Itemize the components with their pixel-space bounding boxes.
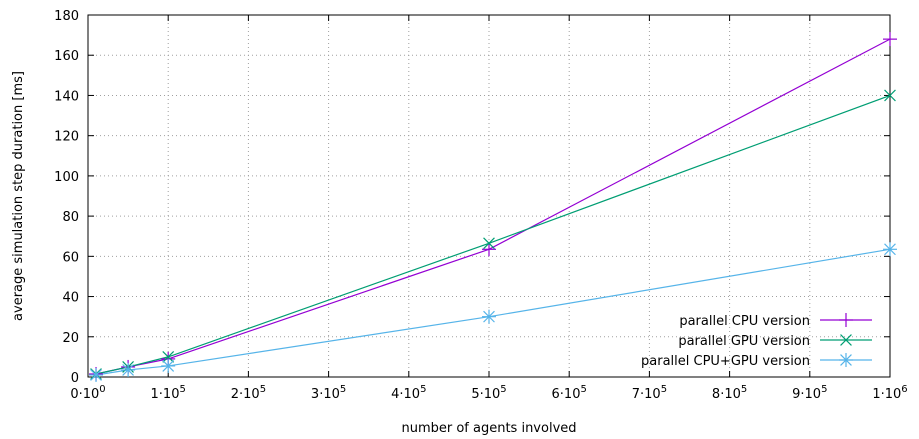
- legend: parallel CPU version parallel GPU version…: [641, 313, 872, 369]
- marker-stroke: [884, 89, 896, 102]
- data-point-series-2: [483, 237, 495, 250]
- x-tick-label-exponent: 5: [179, 384, 185, 395]
- marker-stroke: [483, 237, 495, 250]
- legend-label: parallel CPU+GPU version: [641, 354, 810, 369]
- y-tick-label: 80: [62, 210, 79, 225]
- legend-label: parallel GPU version: [678, 334, 810, 349]
- x-tick-label: 1·106: [872, 384, 907, 402]
- series-markers: [89, 32, 897, 382]
- marker-stroke: [840, 354, 852, 366]
- data-point-series-1: [482, 242, 496, 257]
- marker-stroke: [90, 369, 102, 381]
- x-tick-label: 0·100: [70, 384, 105, 402]
- marker-stroke: [162, 360, 175, 372]
- legend-marker: [839, 313, 853, 327]
- marker-stroke: [122, 364, 134, 376]
- data-point-series-3: [161, 358, 176, 373]
- legend-marker: [839, 353, 853, 367]
- x-tick-label-exponent: 6: [901, 384, 907, 395]
- grid: [88, 15, 890, 377]
- data-point-series-2: [884, 89, 896, 102]
- marker-stroke: [483, 310, 495, 323]
- x-tick-label-exponent: 0: [99, 384, 105, 395]
- x-tick-label-exponent: 5: [340, 384, 346, 395]
- x-tick-label: 4·105: [391, 384, 426, 402]
- y-tick-label: 60: [62, 250, 79, 265]
- data-point-series-1: [883, 32, 897, 47]
- data-point-series-3: [482, 309, 496, 324]
- x-tick-label-mantissa: 0·10: [70, 387, 99, 402]
- legend-item: parallel GPU version: [678, 334, 872, 349]
- legend-item: parallel CPU version: [679, 313, 872, 329]
- x-tick-label-mantissa: 5·10: [471, 387, 500, 402]
- legend-marker: [840, 334, 852, 346]
- legend-label: parallel CPU version: [679, 314, 810, 329]
- y-tick-label: 160: [54, 49, 79, 64]
- marker-stroke: [884, 243, 896, 256]
- y-tick-label: 180: [54, 9, 79, 24]
- x-tick-label-mantissa: 8·10: [712, 387, 741, 402]
- y-tick-label: 140: [54, 89, 79, 104]
- x-tick-label-mantissa: 7·10: [632, 387, 661, 402]
- x-tick-label: 3·105: [311, 384, 346, 402]
- x-tick-label: 6·105: [552, 384, 587, 402]
- x-tick-label-mantissa: 3·10: [311, 387, 340, 402]
- x-tick-label-exponent: 5: [821, 384, 827, 395]
- x-tick-label-mantissa: 9·10: [792, 387, 821, 402]
- y-tick-label: 40: [62, 291, 79, 306]
- x-tick-label: 8·105: [712, 384, 747, 402]
- y-tick-label: 20: [62, 331, 79, 346]
- marker-stroke: [162, 351, 175, 363]
- data-point-series-2: [162, 351, 175, 363]
- x-tick-label-mantissa: 2·10: [231, 387, 260, 402]
- x-axis-label: number of agents involved: [401, 421, 576, 436]
- x-tick-label-mantissa: 4·10: [391, 387, 420, 402]
- y-axis-label: average simulation step duration [ms]: [11, 71, 26, 321]
- x-tick-label: 7·105: [632, 384, 667, 402]
- x-tick-label-exponent: 5: [580, 384, 586, 395]
- marker-stroke: [840, 334, 852, 346]
- x-tick-label-mantissa: 1·10: [151, 387, 180, 402]
- data-point-series-3: [121, 362, 136, 377]
- data-point-series-3: [89, 367, 104, 382]
- y-tick-label: 100: [54, 170, 79, 185]
- x-tick-label: 1·105: [151, 384, 186, 402]
- x-tick-label-mantissa: 6·10: [552, 387, 581, 402]
- x-tick-label-exponent: 5: [661, 384, 667, 395]
- y-tick-label: 120: [54, 130, 79, 145]
- x-tick-label: 9·105: [792, 384, 827, 402]
- x-tick-label-exponent: 5: [420, 384, 426, 395]
- x-tick-label-exponent: 5: [260, 384, 266, 395]
- x-tick-label: 2·105: [231, 384, 266, 402]
- data-point-series-3: [883, 242, 897, 257]
- x-tick-label: 5·105: [471, 384, 506, 402]
- legend-item: parallel CPU+GPU version: [641, 353, 872, 369]
- series-line-2: [95, 94, 891, 375]
- x-tick-label-mantissa: 1·10: [872, 387, 901, 402]
- y-tick-label: 0: [71, 371, 79, 386]
- x-tick-label-exponent: 5: [741, 384, 747, 395]
- x-tick-label-exponent: 5: [500, 384, 506, 395]
